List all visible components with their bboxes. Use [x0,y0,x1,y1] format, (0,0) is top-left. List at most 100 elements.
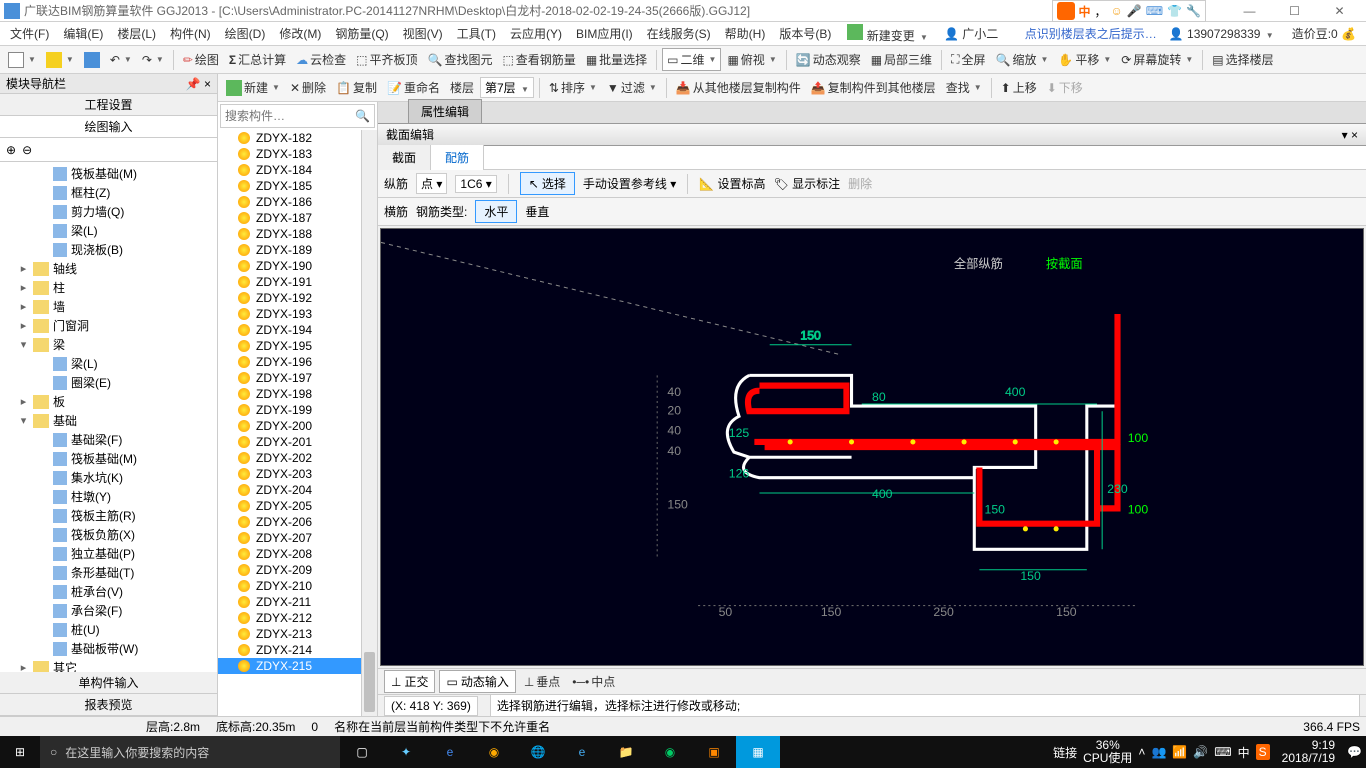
tree-item[interactable]: 筏板基础(M) [0,164,217,183]
list-item[interactable]: ZDYX-208 [218,546,377,562]
tree-item[interactable]: 筏板负筋(X) [0,525,217,544]
menu-文件(F)[interactable]: 文件(F) [4,23,55,44]
maximize-button[interactable]: ☐ [1272,1,1317,21]
floor-select[interactable]: 第7层 ▼ [480,77,534,98]
cloud-check-button[interactable]: ☁云检查 [292,49,350,70]
menu-BIM应用(I)[interactable]: BIM应用(I) [570,23,639,44]
dynamic-view-button[interactable]: 🔄 动态观察 [792,49,865,70]
delete-label-button[interactable]: 删除 [848,175,872,192]
list-item[interactable]: ZDYX-195 [218,338,377,354]
list-item[interactable]: ZDYX-215 [218,658,377,674]
rename-button[interactable]: 📝 重命名 [383,77,444,98]
credits-label[interactable]: 造价豆:0 💰 [1286,23,1362,44]
tab-project-settings[interactable]: 工程设置 [0,94,217,116]
tree-item[interactable]: 基础板带(W) [0,639,217,658]
tree-item[interactable]: 筏板主筋(R) [0,506,217,525]
tab-draw-input[interactable]: 绘图输入 [0,116,217,138]
tree-item[interactable]: ▾梁 [0,335,217,354]
new-file-button[interactable]: ▼ [4,50,40,70]
menu-楼层(L)[interactable]: 楼层(L) [111,23,162,44]
tray-volume-icon[interactable]: 🔊 [1193,745,1208,759]
app-icon-1[interactable]: ✦ [384,736,428,768]
save-button[interactable] [80,50,104,70]
list-item[interactable]: ZDYX-194 [218,322,377,338]
ortho-button[interactable]: ⊥ 正交 [384,670,435,693]
list-item[interactable]: ZDYX-209 [218,562,377,578]
menu-构件(N)[interactable]: 构件(N) [164,23,217,44]
menu-修改(M)[interactable]: 修改(M) [273,23,327,44]
tray-link-label[interactable]: 链接 [1053,744,1077,761]
list-item[interactable]: ZDYX-202 [218,450,377,466]
list-scrollbar[interactable] [361,130,377,716]
tray-clock[interactable]: 9:192018/7/19 [1276,739,1341,765]
tree-item[interactable]: ▸门窗洞 [0,316,217,335]
tree-item[interactable]: ▾基础 [0,411,217,430]
list-item[interactable]: ZDYX-207 [218,530,377,546]
tree-item[interactable]: 圈梁(E) [0,373,217,392]
tree-item[interactable]: 现浇板(B) [0,240,217,259]
list-item[interactable]: ZDYX-184 [218,162,377,178]
list-item[interactable]: ZDYX-201 [218,434,377,450]
tree-item[interactable]: 条形基础(T) [0,563,217,582]
pan-button[interactable]: ✋ 平移▼ [1054,49,1115,70]
zoom-button[interactable]: 🔍 缩放▼ [991,49,1052,70]
menu-云应用(Y)[interactable]: 云应用(Y) [504,23,568,44]
list-item[interactable]: ZDYX-196 [218,354,377,370]
close-button[interactable]: ✕ [1317,1,1362,21]
tree-item[interactable]: ▸柱 [0,278,217,297]
redo-button[interactable]: ↷▼ [138,51,168,69]
tray-up-icon[interactable]: ˄ [1138,745,1145,759]
dynamic-input-button[interactable]: ▭ 动态输入 [439,670,515,693]
new-change-menu[interactable]: 新建变更 ▼ [841,22,934,46]
search-box[interactable]: 🔍 [220,104,375,128]
tray-network-icon[interactable]: 📶 [1172,745,1187,759]
search-component-button[interactable]: 查找▼ [942,77,986,98]
manual-ref-button[interactable]: 手动设置参考线 ▾ [583,175,676,192]
menu-在线服务(S)[interactable]: 在线服务(S) [641,23,717,44]
list-item[interactable]: ZDYX-183 [218,146,377,162]
tree-item[interactable]: 梁(L) [0,221,217,240]
explorer-icon[interactable]: 📁 [604,736,648,768]
menu-帮助(H)[interactable]: 帮助(H) [719,23,772,44]
copy-from-floor-button[interactable]: 📥 从其他楼层复制构件 [672,77,805,98]
spec-select[interactable]: 1C6 ▾ [455,175,496,193]
app-icon-2[interactable]: ◉ [472,736,516,768]
list-item[interactable]: ZDYX-190 [218,258,377,274]
shirt-icon[interactable]: 👕 [1167,4,1182,18]
tree-item[interactable]: 独立基础(P) [0,544,217,563]
list-item[interactable]: ZDYX-198 [218,386,377,402]
menu-绘图(D)[interactable]: 绘图(D) [219,23,272,44]
menu-版本号(B)[interactable]: 版本号(B) [773,23,837,44]
section-close-icon[interactable]: ▾ × [1342,128,1358,142]
undo-button[interactable]: ↶▼ [106,51,136,69]
ie-icon[interactable]: e [560,736,604,768]
tab-attribute-edit[interactable]: 属性编辑 [408,99,482,123]
tree-item[interactable]: 柱墩(Y) [0,487,217,506]
vertical-option[interactable]: 垂直 [525,203,549,220]
local-3d-button[interactable]: ▦ 局部三维 [867,49,936,70]
tree-item[interactable]: 承台梁(F) [0,601,217,620]
ime-toolbar[interactable]: 中 ， ☺ 🎤 ⌨ 👕 🔧 [1052,0,1206,22]
tray-ime-icon[interactable]: 中 [1238,744,1250,761]
menu-视图(V)[interactable]: 视图(V) [397,23,449,44]
list-item[interactable]: ZDYX-203 [218,466,377,482]
view-rebar-button[interactable]: ⬚ 查看钢筋量 [498,49,579,70]
menu-编辑(E)[interactable]: 编辑(E) [57,23,109,44]
new-component-button[interactable]: 新建▼ [222,77,284,98]
tree-item[interactable]: 筏板基础(M) [0,449,217,468]
list-item[interactable]: ZDYX-186 [218,194,377,210]
sort-button[interactable]: ⇅ 排序▼ [545,77,601,98]
list-item[interactable]: ZDYX-212 [218,610,377,626]
top-view-button[interactable]: ▦ 俯视▼ [723,49,780,70]
phone-label[interactable]: 👤 13907298339 ▼ [1163,25,1280,43]
pin-icon[interactable]: 📌 × [186,77,211,91]
edge-icon[interactable]: e [428,736,472,768]
app-icon-6[interactable]: ▦ [736,736,780,768]
move-up-button[interactable]: ⬆ 上移 [997,77,1041,98]
sum-button[interactable]: Σ 汇总计算 [225,49,290,70]
tree-item[interactable]: 梁(L) [0,354,217,373]
list-item[interactable]: ZDYX-199 [218,402,377,418]
tree-item[interactable]: 桩(U) [0,620,217,639]
tree-item[interactable]: 剪力墙(Q) [0,202,217,221]
menu-钢筋量(Q)[interactable]: 钢筋量(Q) [329,23,394,44]
